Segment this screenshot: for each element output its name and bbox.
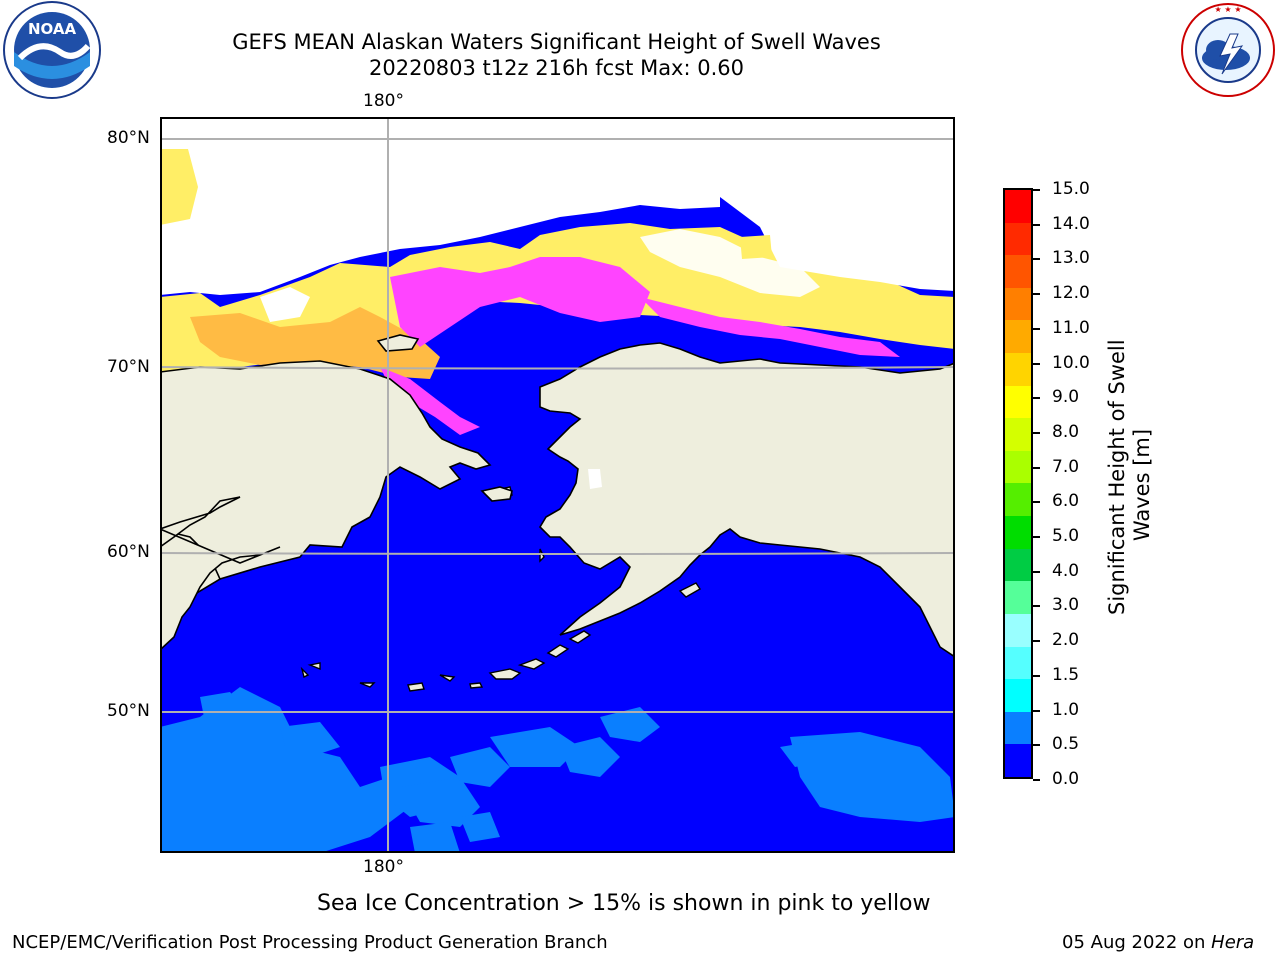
lat-label-70n: 70°N	[107, 357, 150, 377]
colorbar-tick-mark	[1033, 293, 1040, 296]
colorbar-tick-label: 15.0	[1052, 179, 1090, 199]
nws-logo: ★ ★ ★	[1181, 3, 1275, 97]
colorbar-bin	[1005, 613, 1031, 647]
footer-date: 05 Aug 2022 on	[1062, 932, 1212, 953]
land-kamchatka	[160, 496, 281, 652]
colorbar-tick-mark	[1033, 223, 1040, 226]
colorbar-tick-mark	[1033, 744, 1040, 747]
caption: Sea Ice Concentration > 15% is shown in …	[317, 891, 931, 916]
colorbar-tick-label: 1.5	[1052, 664, 1080, 685]
chart-subtitle: 20220803 t12z 216h fcst Max: 0.60	[369, 56, 744, 80]
graticule	[160, 117, 955, 853]
map-panel	[160, 117, 955, 853]
sea-ice-area	[160, 117, 955, 435]
colorbar-tick-mark	[1033, 327, 1040, 330]
colorbar-label-line1: Significant Height of Swell	[1105, 339, 1129, 615]
footer-host: Hera	[1211, 932, 1255, 953]
colorbar-tick-label: 0.5	[1052, 734, 1080, 755]
swell-patches	[160, 687, 955, 853]
colorbar-tick-mark	[1033, 779, 1040, 781]
colorbar-label: Significant Height of Swell Waves [m]	[1105, 339, 1155, 615]
colorbar-bin	[1005, 744, 1031, 777]
noaa-logo: NOAA	[3, 1, 101, 99]
colorbar-bin	[1005, 418, 1031, 451]
colorbar-tick-label: 13.0	[1052, 248, 1090, 269]
colorbar-bin	[1005, 190, 1031, 223]
colorbar-tick-label: 0.0	[1052, 769, 1080, 789]
colorbar-bin	[1005, 516, 1031, 549]
colorbar-bin	[1005, 255, 1031, 288]
colorbar-tick-mark	[1033, 674, 1040, 677]
colorbar-tick-label: 8.0	[1052, 421, 1080, 442]
colorbar-bin	[1005, 320, 1031, 354]
colorbar-bin	[1005, 646, 1031, 680]
colorbar-tick-label: 12.0	[1052, 283, 1090, 304]
svg-text:★ ★ ★: ★ ★ ★	[1214, 5, 1241, 14]
colorbar-tick-mark	[1033, 605, 1040, 608]
lat-label-80n: 80°N	[107, 128, 150, 148]
chart-title: GEFS MEAN Alaskan Waters Significant Hei…	[232, 30, 881, 54]
colorbar-tick-label: 7.0	[1052, 456, 1080, 477]
colorbar-tick-label: 9.0	[1052, 387, 1080, 408]
colorbar-tick-mark	[1033, 536, 1040, 539]
colorbar-tick-mark	[1033, 189, 1040, 191]
colorbar-bin	[1005, 711, 1031, 745]
colorbar-tick-label: 6.0	[1052, 491, 1080, 512]
colorbar-bin	[1005, 483, 1031, 517]
colorbar-tick-label: 11.0	[1052, 317, 1090, 338]
colorbar-tick-label: 3.0	[1052, 595, 1080, 616]
colorbar-tick-label: 5.0	[1052, 526, 1080, 547]
colorbar-bin	[1005, 287, 1031, 321]
colorbar-tick-label: 1.0	[1052, 699, 1080, 720]
colorbar-tick-mark	[1033, 709, 1040, 712]
colorbar-bin	[1005, 450, 1031, 484]
colorbar-bin	[1005, 222, 1031, 256]
colorbar-tick-mark	[1033, 362, 1040, 365]
colorbar-tick-mark	[1033, 570, 1040, 573]
lat-label-50n: 50°N	[107, 701, 150, 721]
land-alaska	[538, 342, 955, 658]
colorbar-tick-mark	[1033, 397, 1040, 400]
noaa-logo-text: NOAA	[28, 20, 77, 38]
lat-label-60n: 60°N	[107, 542, 150, 562]
lon-label-top: 180°	[363, 91, 404, 111]
colorbar-tick-mark	[1033, 640, 1040, 643]
colorbar-tick-label: 2.0	[1052, 630, 1080, 651]
colorbar-tick-mark	[1033, 258, 1040, 261]
colorbar-bin	[1005, 548, 1031, 582]
land-st-lawrence-island	[480, 486, 513, 502]
colorbar-bin	[1005, 581, 1031, 614]
colorbar	[1003, 188, 1033, 779]
footer-left: NCEP/EMC/Verification Post Processing Pr…	[12, 932, 608, 953]
colorbar-tick-label: 14.0	[1052, 213, 1090, 234]
colorbar-bin	[1005, 385, 1031, 419]
footer-right: 05 Aug 2022 on Hera	[1062, 932, 1254, 953]
colorbar-tick-label: 4.0	[1052, 560, 1080, 581]
colorbar-tick-mark	[1033, 501, 1040, 504]
colorbar-label-line2: Waves [m]	[1130, 428, 1154, 542]
colorbar-bin	[1005, 353, 1031, 386]
colorbar-tick-label: 10.0	[1052, 352, 1090, 373]
colorbar-tick-mark	[1033, 431, 1040, 434]
colorbar-tick-mark	[1033, 466, 1040, 469]
lon-label-bottom: 180°	[363, 857, 404, 877]
colorbar-bin	[1005, 679, 1031, 712]
